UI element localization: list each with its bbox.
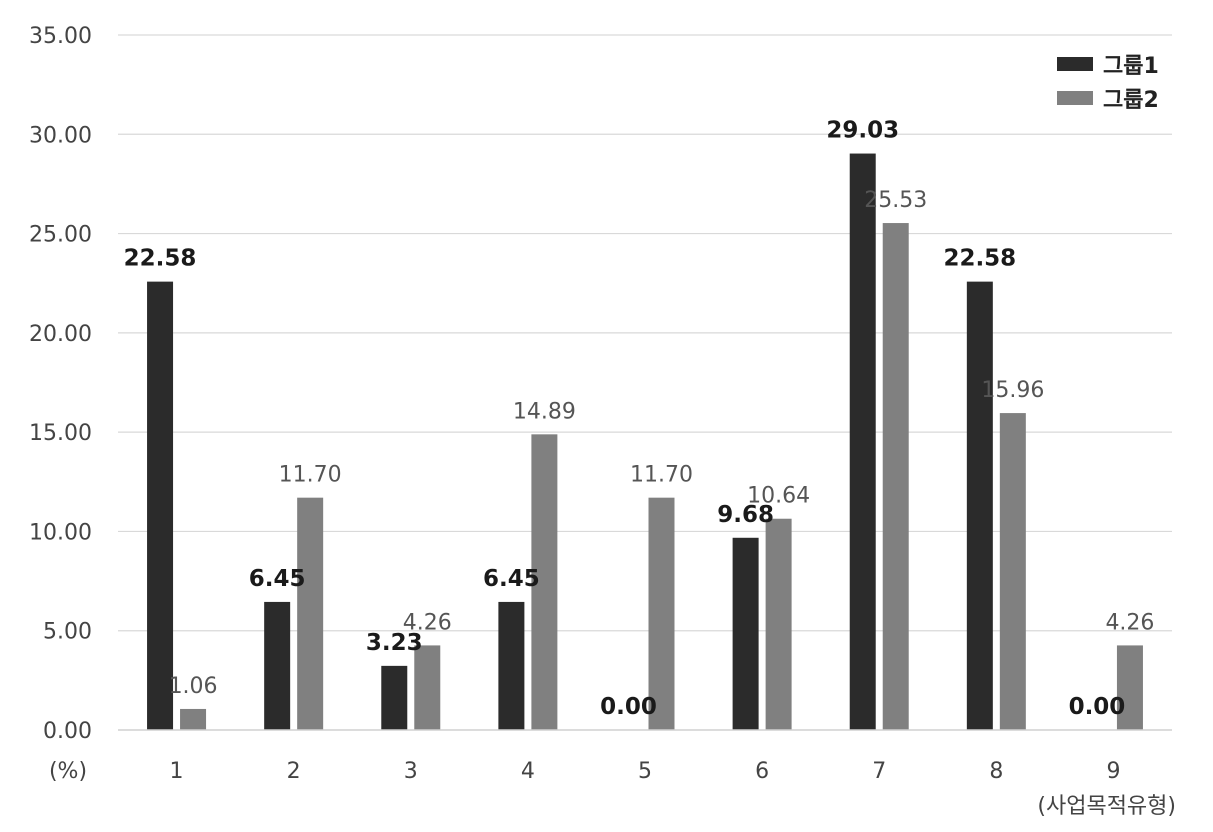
y-tick-label: 30.00 [29, 123, 92, 148]
y-axis-label: (%) [49, 759, 87, 784]
x-tick-label: 8 [989, 759, 1003, 784]
data-label-series-1-cat-6: 9.68 [717, 502, 774, 528]
y-tick-label: 15.00 [29, 421, 92, 446]
bar-series-2-cat-6 [765, 518, 792, 730]
data-label-series-1-cat-9: 0.00 [1069, 694, 1126, 720]
legend: 그룹1 그룹2 [1057, 54, 1159, 113]
x-axis-label: (사업목적유형) [1037, 794, 1176, 819]
bar-series-2-cat-2 [297, 497, 324, 730]
x-tick-label: 2 [287, 759, 301, 784]
data-label-series-2-cat-5: 11.70 [630, 463, 693, 488]
y-tick-label: 25.00 [29, 223, 92, 248]
legend-swatch-series-1 [1057, 57, 1093, 71]
data-label-series-2-cat-4: 14.89 [513, 399, 576, 424]
bar-series-2-cat-5 [648, 497, 675, 730]
data-label-series-1-cat-4: 6.45 [483, 566, 540, 592]
bar-series-1-cat-3 [381, 665, 408, 730]
bar-series-1-cat-8 [966, 281, 993, 730]
data-label-series-2-cat-1: 1.06 [169, 674, 218, 699]
data-label-series-2-cat-6: 10.64 [747, 484, 810, 509]
y-axis-ticks: 0.00 5.00 10.00 15.00 20.00 25.00 30.00 35.00 [29, 24, 92, 744]
data-label-series-2-cat-2: 11.70 [279, 463, 342, 488]
data-label-series-2-cat-9: 4.26 [1105, 610, 1154, 635]
bar-series-1-cat-1 [147, 281, 174, 730]
legend-label-series-2: 그룹2 [1103, 88, 1159, 113]
bar-series-2-cat-8 [999, 413, 1026, 730]
bar-series-2-cat-7 [882, 223, 909, 730]
bar-series-1-cat-6 [732, 537, 759, 730]
bar-series-1-cat-7 [849, 153, 876, 731]
data-label-series-1-cat-2: 6.45 [249, 566, 306, 592]
y-tick-label: 5.00 [43, 620, 92, 645]
x-axis-ticks: 1 2 3 4 5 6 7 8 9 [170, 759, 1121, 784]
data-label-series-1-cat-5: 0.00 [600, 694, 657, 720]
bar-series-2-cat-3 [414, 645, 441, 730]
bar-series-2-cat-4 [531, 434, 558, 730]
y-tick-label: 20.00 [29, 322, 92, 347]
y-tick-label: 10.00 [29, 520, 92, 545]
x-tick-label: 9 [1106, 759, 1120, 784]
bar-series-2-cat-1 [180, 708, 207, 730]
x-tick-label: 5 [638, 759, 652, 784]
x-tick-label: 4 [521, 759, 535, 784]
data-labels: 22.581.066.4511.703.234.266.4514.890.001… [124, 118, 1155, 720]
data-label-series-1-cat-1: 22.58 [124, 246, 197, 272]
bars [147, 153, 1143, 731]
x-tick-label: 7 [872, 759, 886, 784]
data-label-series-1-cat-8: 22.58 [943, 246, 1016, 272]
bar-series-2-cat-9 [1116, 645, 1143, 730]
gridlines [118, 34, 1172, 632]
x-tick-label: 3 [404, 759, 418, 784]
data-label-series-2-cat-8: 15.96 [981, 378, 1044, 403]
bar-series-1-cat-4 [498, 601, 525, 730]
data-label-series-1-cat-3: 3.23 [366, 630, 423, 656]
bar-series-1-cat-2 [264, 601, 291, 730]
y-tick-label: 35.00 [29, 24, 92, 49]
data-label-series-2-cat-7: 25.53 [864, 188, 927, 213]
x-tick-label: 1 [170, 759, 184, 784]
x-tick-label: 6 [755, 759, 769, 784]
data-label-series-1-cat-7: 29.03 [826, 118, 899, 144]
y-tick-label: 0.00 [43, 719, 92, 744]
data-label-series-2-cat-3: 4.26 [403, 610, 452, 635]
legend-label-series-1: 그룹1 [1103, 54, 1159, 79]
legend-swatch-series-2 [1057, 91, 1093, 105]
